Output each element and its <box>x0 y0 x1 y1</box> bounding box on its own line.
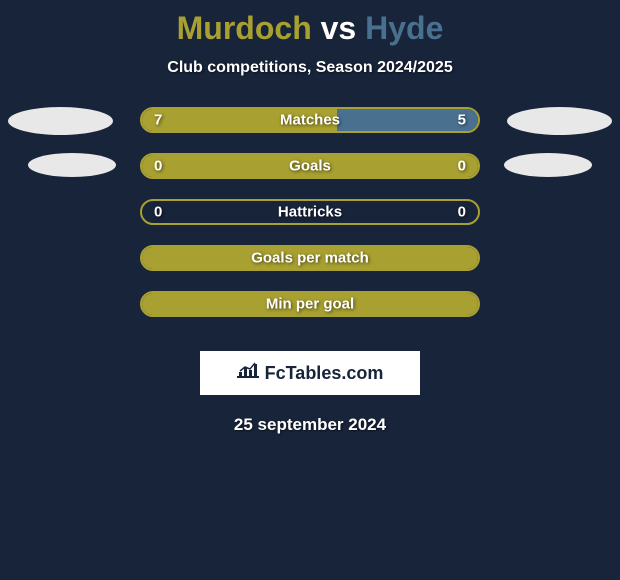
stat-value-left: 0 <box>154 158 162 175</box>
stat-bar: Goals per match <box>140 245 480 271</box>
stat-row: Goals per match <box>0 245 620 291</box>
stat-value-right: 0 <box>458 158 466 175</box>
stat-label: Hattricks <box>278 204 342 221</box>
stat-value-right: 0 <box>458 204 466 221</box>
stats-area: Matches 7 5 Goals 0 0 Hattricks 0 0 Goals per mat… <box>0 107 620 337</box>
title-player2: Hyde <box>365 10 443 46</box>
logo-box[interactable]: FcTables.com <box>200 351 420 395</box>
stat-bar: Min per goal <box>140 291 480 317</box>
subtitle: Club competitions, Season 2024/2025 <box>0 59 620 77</box>
stat-label: Matches <box>280 112 340 129</box>
stat-row: Hattricks 0 0 <box>0 199 620 245</box>
stat-row: Min per goal <box>0 291 620 337</box>
chart-icon <box>237 362 259 385</box>
stat-bar: Hattricks 0 0 <box>140 199 480 225</box>
stat-bar: Matches 7 5 <box>140 107 480 133</box>
stat-label: Goals per match <box>251 250 369 267</box>
title-player1: Murdoch <box>177 10 312 46</box>
stat-bar: Goals 0 0 <box>140 153 480 179</box>
main-container: Murdoch vs Hyde Club competitions, Seaso… <box>0 0 620 435</box>
logo-text: FcTables.com <box>265 363 384 384</box>
stat-value-right: 5 <box>458 112 466 129</box>
date-text: 25 september 2024 <box>0 415 620 435</box>
stat-value-left: 0 <box>154 204 162 221</box>
stat-row: Goals 0 0 <box>0 153 620 199</box>
stat-label: Min per goal <box>266 296 354 313</box>
stat-label: Goals <box>289 158 331 175</box>
page-title: Murdoch vs Hyde <box>0 10 620 47</box>
stat-value-left: 7 <box>154 112 162 129</box>
title-vs: vs <box>321 10 357 46</box>
stat-row: Matches 7 5 <box>0 107 620 153</box>
